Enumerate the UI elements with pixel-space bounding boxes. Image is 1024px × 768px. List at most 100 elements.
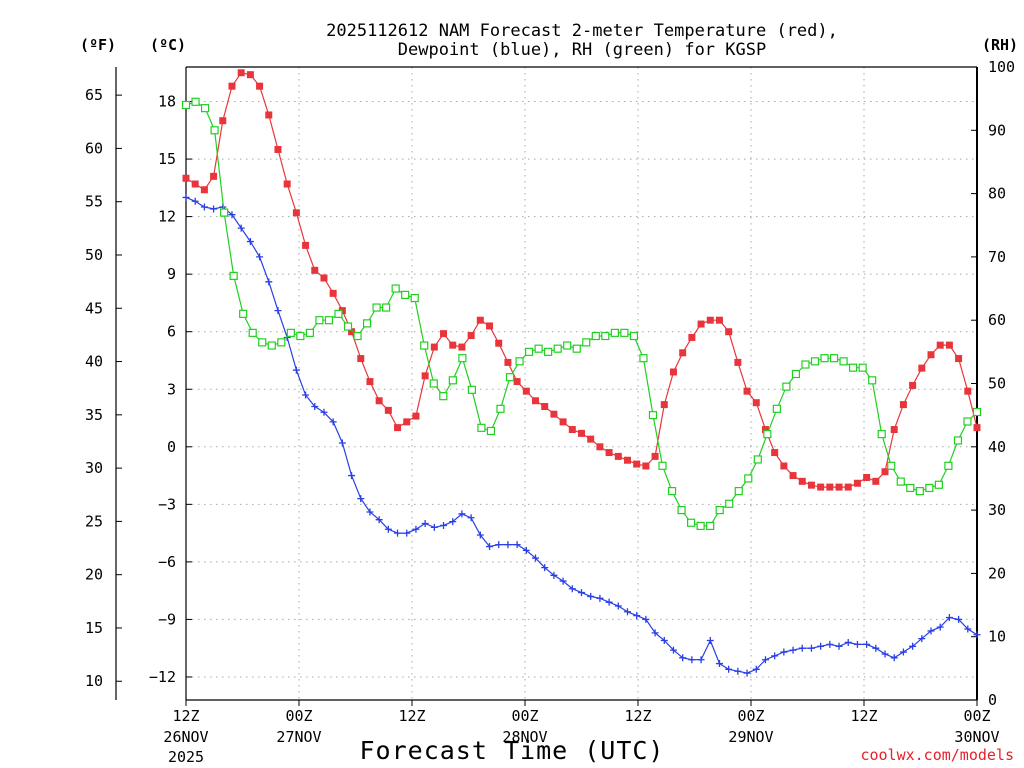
2-meter-temperature-point [302,241,310,249]
date-tick-label: 29NOV [728,728,773,746]
2-meter-temperature-point [973,424,981,432]
dewpoint-point [237,224,245,232]
2-meter-temperature-point [357,355,365,363]
dewpoint-point [633,612,641,620]
2-meter-temperature-point [660,401,668,409]
relative-humidity-line [185,101,978,527]
celsius-tick-label: −3 [158,495,176,513]
dewpoint-point [771,652,779,660]
dewpoint-point [918,635,926,643]
data-series [181,69,982,677]
2-meter-temperature-line [185,72,978,488]
2-meter-temperature-point [817,483,825,491]
relative-humidity-point [715,506,724,515]
fahrenheit-unit-label: (ºF) [80,36,116,54]
relative-humidity-point [925,483,934,493]
relative-humidity-point [791,369,801,379]
dewpoint-point [302,391,310,399]
dewpoint-point [532,554,540,562]
relative-humidity-point [953,436,963,445]
relative-humidity-point [524,347,534,356]
celsius-unit-label: (ºC) [150,36,186,54]
celsius-tick-label: −6 [158,553,176,571]
dewpoint-point [679,654,687,662]
relative-humidity-point [610,328,619,337]
relative-humidity-point [629,331,639,341]
dewpoint-point [734,667,742,675]
celsius-tick-label: −12 [149,668,176,686]
dewpoint-point [320,408,328,416]
relative-humidity-point [763,430,772,439]
dewpoint-point [274,307,282,315]
2-meter-temperature-point [559,418,567,426]
time-tick-label: 00Z [285,707,312,725]
fahrenheit-tick-label: 30 [85,459,103,477]
2-meter-temperature-point [440,330,448,338]
2-meter-temperature-point [274,145,282,153]
dewpoint-point [936,623,944,631]
2-meter-temperature-point [789,472,797,480]
2-meter-temperature-point [697,320,705,328]
dewpoint-point [697,656,705,664]
rh-tick-label: 40 [988,438,1006,456]
2-meter-temperature-point [504,358,512,366]
relative-humidity-point [734,487,743,496]
relative-humidity-point [229,271,238,280]
2-meter-temperature-point [375,397,383,405]
dewpoint-point [789,646,797,654]
rh-tick-label: 50 [988,375,1006,393]
fahrenheit-tick-label: 35 [85,406,103,424]
time-tick-label: 00Z [737,707,764,725]
date-tick-label: 26NOV [163,728,208,746]
relative-humidity-point [220,208,229,217]
2-meter-temperature-point [578,429,585,437]
credit-label: coolwx.com/models [860,746,1014,764]
relative-humidity-point [505,373,515,382]
dewpoint-point [651,629,659,637]
relative-humidity-point [686,518,696,527]
dewpoint-point [945,614,953,622]
relative-humidity-point [191,97,200,106]
celsius-tick-label: −9 [158,610,176,628]
2-meter-temperature-point [458,343,466,351]
dewpoint-point [706,637,714,645]
dewpoint-point [403,529,411,537]
2-meter-temperature-point [394,424,402,432]
dewpoint-point [200,203,208,211]
2-meter-temperature-point [348,328,356,336]
relative-humidity-point [906,483,915,493]
relative-humidity-point [239,309,248,318]
relative-humidity-point [820,354,829,363]
dewpoint-point [504,541,512,549]
2-meter-temperature-point [688,333,696,341]
2-meter-temperature-point [384,406,392,414]
relative-humidity-point [458,354,467,363]
2-meter-temperature-series [182,69,981,491]
relative-humidity-point [248,328,257,337]
rh-tick-label: 70 [988,248,1006,266]
relative-humidity-point [563,341,572,350]
relative-humidity-point [648,411,658,420]
dewpoint-point [578,589,585,597]
rh-tick-label: 90 [988,121,1006,139]
dewpoint-point [292,366,300,374]
relative-humidity-point [315,316,324,325]
date-tick-label: 28NOV [502,728,547,746]
dewpoint-point [826,640,834,648]
2-meter-temperature-point [642,462,650,470]
2-meter-temperature-point [955,355,963,363]
relative-humidity-point [772,404,781,413]
time-tick-label: 12Z [398,707,425,725]
2-meter-temperature-point [863,473,871,481]
relative-humidity-point [353,331,362,341]
2-meter-temperature-point [421,372,429,380]
celsius-tick-label: 18 [158,93,176,111]
relative-humidity-point [667,487,677,496]
fahrenheit-tick-label: 15 [85,619,103,637]
2-meter-temperature-point [872,477,880,485]
2-meter-temperature-point [283,180,291,188]
2-meter-temperature-point [752,399,760,407]
2-meter-temperature-point [853,479,861,487]
2-meter-temperature-point [826,483,834,491]
dewpoint-point [863,640,871,648]
